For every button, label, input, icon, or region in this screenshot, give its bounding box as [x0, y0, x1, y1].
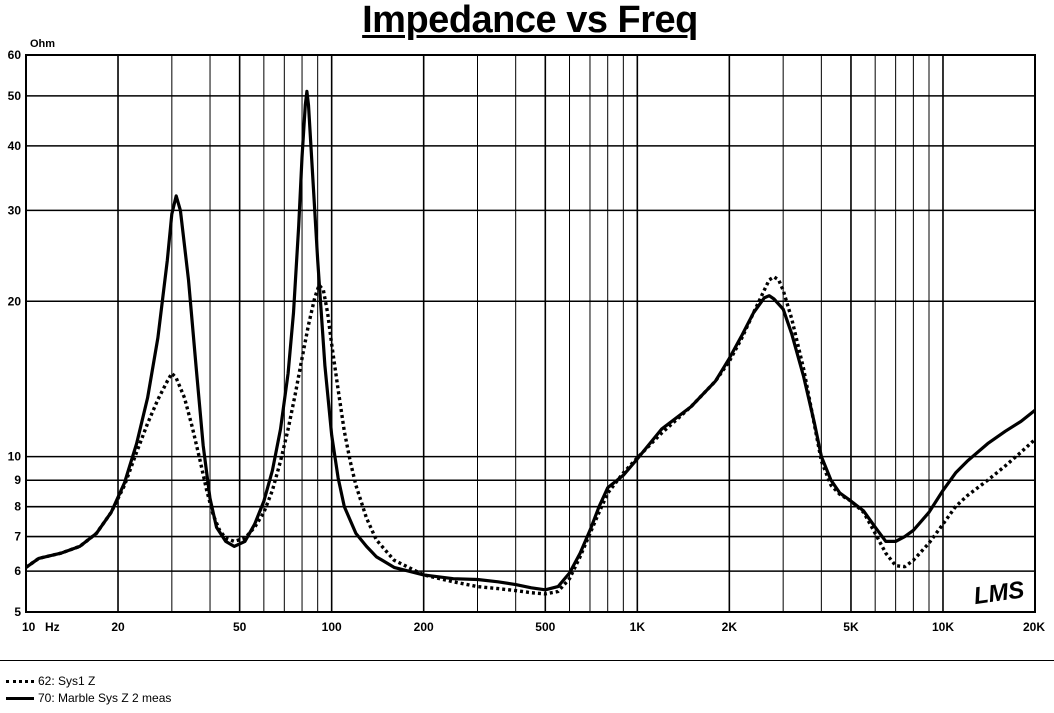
y-axis-label: Ohm: [30, 38, 55, 50]
dotted-line-swatch: [6, 680, 34, 683]
series-line-sys1: [25, 275, 1037, 596]
x-tick-label: 200: [414, 620, 434, 634]
y-tick-label: 5: [14, 605, 21, 619]
y-tick-label: 20: [8, 294, 22, 308]
chart-title: Impedance vs Freq: [362, 0, 698, 41]
y-tick-label: 40: [8, 139, 22, 153]
lms-watermark: LMS: [972, 576, 1026, 610]
x-tick-label: 10: [22, 620, 36, 634]
y-tick-label: 8: [14, 500, 21, 514]
x-tick-label: 10K: [932, 620, 954, 634]
legend-label-marble: 70: Marble Sys Z 2 meas: [38, 691, 172, 705]
y-tick-label: 7: [14, 530, 21, 544]
tick-label-layer: 10 20 50 100 200 500 1K 2K 5K 10K 20K Hz 60 50 40 30 20 1…: [8, 48, 1046, 634]
y-tick-label: 9: [14, 473, 21, 487]
x-tick-label: 5K: [843, 620, 859, 634]
x-tick-label: 2K: [722, 620, 738, 634]
x-tick-label: 50: [233, 620, 247, 634]
grid-layer: [25, 54, 1036, 613]
x-tick-label: 20: [111, 620, 125, 634]
x-unit-label: Hz: [45, 620, 60, 634]
curve-layer: [25, 89, 1037, 596]
legend-item-marble: 70: Marble Sys Z 2 meas: [6, 690, 171, 707]
x-tick-label: 20K: [1023, 620, 1045, 634]
plot-frame: [25, 54, 1036, 613]
x-tick-label: 100: [322, 620, 342, 634]
legend: 62: Sys1 Z 70: Marble Sys Z 2 meas: [6, 673, 171, 707]
lms-watermark-text: LMS: [972, 576, 1026, 610]
legend-item-sys1: 62: Sys1 Z: [6, 673, 171, 690]
y-tick-label: 6: [14, 564, 21, 578]
solid-line-swatch: [6, 697, 34, 700]
series-line-marble: [25, 89, 1036, 592]
x-tick-label: 1K: [630, 620, 646, 634]
x-tick-label: 500: [535, 620, 555, 634]
legend-label-sys1: 62: Sys1 Z: [38, 674, 96, 688]
legend-divider: [0, 660, 1054, 661]
y-tick-label: 60: [8, 48, 22, 62]
y-tick-label: 50: [8, 89, 22, 103]
y-tick-label: 30: [8, 203, 22, 217]
y-tick-label: 10: [8, 450, 22, 464]
